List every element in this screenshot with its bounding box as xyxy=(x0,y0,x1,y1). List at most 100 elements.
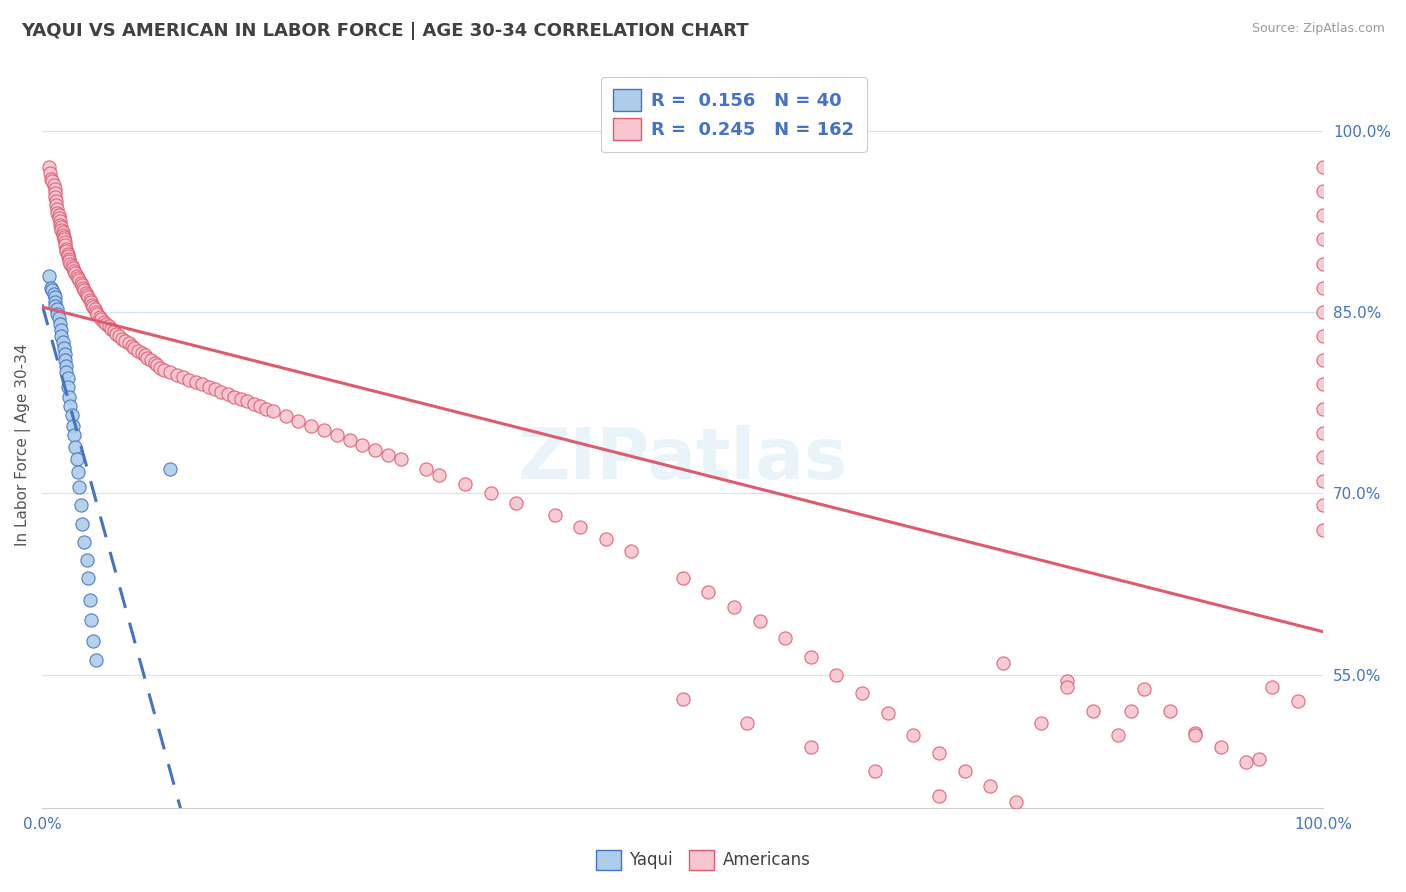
Point xyxy=(75,285,97,300)
Point xyxy=(56,247,79,261)
Point xyxy=(44,190,66,204)
Point xyxy=(55,359,77,374)
Point xyxy=(100,322,122,336)
Point xyxy=(69,276,91,290)
Point xyxy=(39,172,62,186)
Point xyxy=(1119,704,1142,718)
Point xyxy=(928,746,950,760)
Point xyxy=(52,335,75,350)
Point xyxy=(1261,680,1284,694)
Point xyxy=(1184,728,1206,742)
Point xyxy=(197,380,219,394)
Point xyxy=(45,198,67,212)
Point xyxy=(63,428,86,442)
Point xyxy=(1312,305,1334,319)
Point xyxy=(191,377,214,392)
Point xyxy=(56,380,79,394)
Point xyxy=(697,585,720,599)
Point xyxy=(66,465,89,479)
Point xyxy=(49,317,72,331)
Point xyxy=(773,632,796,646)
Point xyxy=(159,365,181,379)
Point xyxy=(1312,160,1334,174)
Point xyxy=(217,387,239,401)
Point xyxy=(1312,523,1334,537)
Point xyxy=(825,667,848,681)
Point xyxy=(60,259,83,273)
Point xyxy=(723,599,745,614)
Point xyxy=(62,261,84,276)
Point xyxy=(1312,353,1334,368)
Point xyxy=(55,365,77,379)
Point xyxy=(1312,450,1334,464)
Point xyxy=(51,222,73,236)
Point xyxy=(1209,740,1232,755)
Point xyxy=(299,418,322,433)
Point xyxy=(415,462,437,476)
Point xyxy=(63,264,86,278)
Point xyxy=(149,360,172,375)
Text: Source: ZipAtlas.com: Source: ZipAtlas.com xyxy=(1251,22,1385,36)
Point xyxy=(69,499,91,513)
Point xyxy=(83,302,105,317)
Point xyxy=(124,341,146,355)
Point xyxy=(1312,232,1334,246)
Point xyxy=(1312,281,1334,295)
Point xyxy=(139,353,162,368)
Point xyxy=(46,202,69,216)
Point xyxy=(672,571,695,585)
Point xyxy=(114,334,136,348)
Point xyxy=(53,235,76,249)
Point xyxy=(79,592,101,607)
Point xyxy=(80,295,103,310)
Point xyxy=(60,408,83,422)
Point xyxy=(52,227,75,242)
Point xyxy=(70,278,93,293)
Point xyxy=(73,283,96,297)
Point xyxy=(86,307,108,321)
Point xyxy=(53,353,76,368)
Point xyxy=(672,691,695,706)
Point xyxy=(42,286,65,301)
Point xyxy=(979,779,1001,793)
Point xyxy=(851,686,873,700)
Point xyxy=(53,347,76,361)
Point xyxy=(172,370,194,384)
Y-axis label: In Labor Force | Age 30-34: In Labor Force | Age 30-34 xyxy=(15,343,31,546)
Point xyxy=(67,273,90,287)
Point xyxy=(953,764,976,779)
Point xyxy=(62,418,84,433)
Point xyxy=(1056,673,1078,688)
Point xyxy=(735,716,758,731)
Point xyxy=(41,174,63,188)
Point xyxy=(242,397,264,411)
Point xyxy=(82,633,104,648)
Point xyxy=(1312,208,1334,222)
Point xyxy=(166,368,188,382)
Point xyxy=(928,789,950,803)
Point xyxy=(58,252,80,266)
Point xyxy=(236,394,259,409)
Point xyxy=(903,728,925,742)
Point xyxy=(48,310,70,325)
Point xyxy=(46,307,69,321)
Point xyxy=(1286,694,1309,708)
Point xyxy=(76,288,98,302)
Point xyxy=(44,186,66,201)
Point xyxy=(505,496,527,510)
Point xyxy=(146,358,169,372)
Point xyxy=(1159,704,1181,718)
Point xyxy=(136,351,159,365)
Legend: Yaqui, Americans: Yaqui, Americans xyxy=(589,843,817,877)
Point xyxy=(90,312,112,326)
Point xyxy=(44,295,66,310)
Point xyxy=(377,448,399,462)
Point xyxy=(179,373,201,387)
Point xyxy=(48,208,70,222)
Point xyxy=(70,516,93,531)
Point xyxy=(254,401,277,416)
Point xyxy=(339,433,361,447)
Point xyxy=(143,356,166,370)
Text: YAQUI VS AMERICAN IN LABOR FORCE | AGE 30-34 CORRELATION CHART: YAQUI VS AMERICAN IN LABOR FORCE | AGE 3… xyxy=(21,22,749,40)
Point xyxy=(52,225,75,239)
